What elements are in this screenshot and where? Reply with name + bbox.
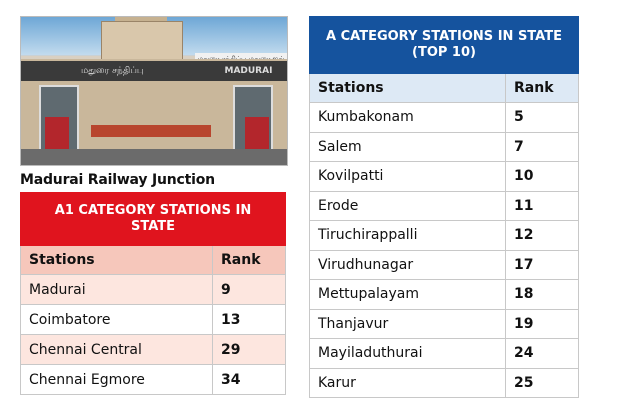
station-name: Chennai Central [20, 334, 213, 365]
station-photo: மதுரை சந்திப்பு மதுரை ஜங் மதுரை சந்திப்ப… [20, 16, 288, 166]
station-rank: 25 [505, 367, 579, 398]
station-rank: 24 [505, 338, 579, 369]
photo-ground [21, 149, 287, 165]
table-row: Tiruchirappalli 12 [309, 220, 579, 251]
a1-col-stations: Stations [20, 245, 213, 275]
station-rank: 10 [505, 161, 579, 192]
station-name: Karur [309, 367, 506, 398]
photo-tower [101, 21, 183, 61]
station-name: Erode [309, 190, 506, 221]
photo-caption: Madurai Railway Junction [20, 172, 215, 188]
station-rank: 12 [505, 220, 579, 251]
table-row: Madurai 9 [20, 274, 286, 305]
station-rank: 5 [505, 102, 579, 133]
table-row: Mettupalayam 18 [309, 279, 579, 310]
a-category-table: A CATEGORY STATIONS IN STATE (TOP 10) St… [309, 16, 579, 398]
photo-poster [45, 117, 69, 149]
a1-category-table: A1 CATEGORY STATIONS IN STATE Stations R… [20, 192, 286, 395]
table-row: Chennai Central 29 [20, 334, 286, 365]
station-rank: 9 [212, 274, 286, 305]
photo-canopy [91, 125, 211, 137]
station-rank: 19 [505, 308, 579, 339]
table-row: Salem 7 [309, 131, 579, 162]
station-rank: 11 [505, 190, 579, 221]
station-name: Mettupalayam [309, 279, 506, 310]
table-row: Karur 25 [309, 367, 579, 398]
a-col-stations: Stations [309, 73, 506, 103]
station-rank: 34 [212, 364, 286, 395]
a-table-title: A CATEGORY STATIONS IN STATE (TOP 10) [309, 16, 579, 74]
station-name: Chennai Egmore [20, 364, 213, 395]
table-row: Kovilpatti 10 [309, 161, 579, 192]
table-row: Thanjavur 19 [309, 308, 579, 339]
station-name: Virudhunagar [309, 249, 506, 280]
table-row: Chennai Egmore 34 [20, 364, 286, 395]
a1-col-rank: Rank [212, 245, 286, 275]
table-row: Virudhunagar 17 [309, 249, 579, 280]
photo-sign-band: மதுரை சந்திப்பு MADURAI [21, 61, 287, 81]
table-row: Kumbakonam 5 [309, 102, 579, 133]
station-name: Madurai [20, 274, 213, 305]
photo-poster [245, 117, 269, 149]
photo-sign-band-left: மதுரை சந்திப்பு [81, 66, 144, 76]
table-row: Erode 11 [309, 190, 579, 221]
photo-sign-band-right: MADURAI [224, 66, 273, 76]
table-row: Mayiladuthurai 24 [309, 338, 579, 369]
station-name: Mayiladuthurai [309, 338, 506, 369]
station-name: Kumbakonam [309, 102, 506, 133]
a1-table-title: A1 CATEGORY STATIONS IN STATE [20, 192, 286, 246]
station-name: Salem [309, 131, 506, 162]
station-rank: 17 [505, 249, 579, 280]
station-name: Coimbatore [20, 304, 213, 335]
station-rank: 18 [505, 279, 579, 310]
station-rank: 7 [505, 131, 579, 162]
table-row: Coimbatore 13 [20, 304, 286, 335]
station-rank: 29 [212, 334, 286, 365]
station-name: Thanjavur [309, 308, 506, 339]
station-name: Tiruchirappalli [309, 220, 506, 251]
station-name: Kovilpatti [309, 161, 506, 192]
station-rank: 13 [212, 304, 286, 335]
a-col-rank: Rank [505, 73, 579, 103]
